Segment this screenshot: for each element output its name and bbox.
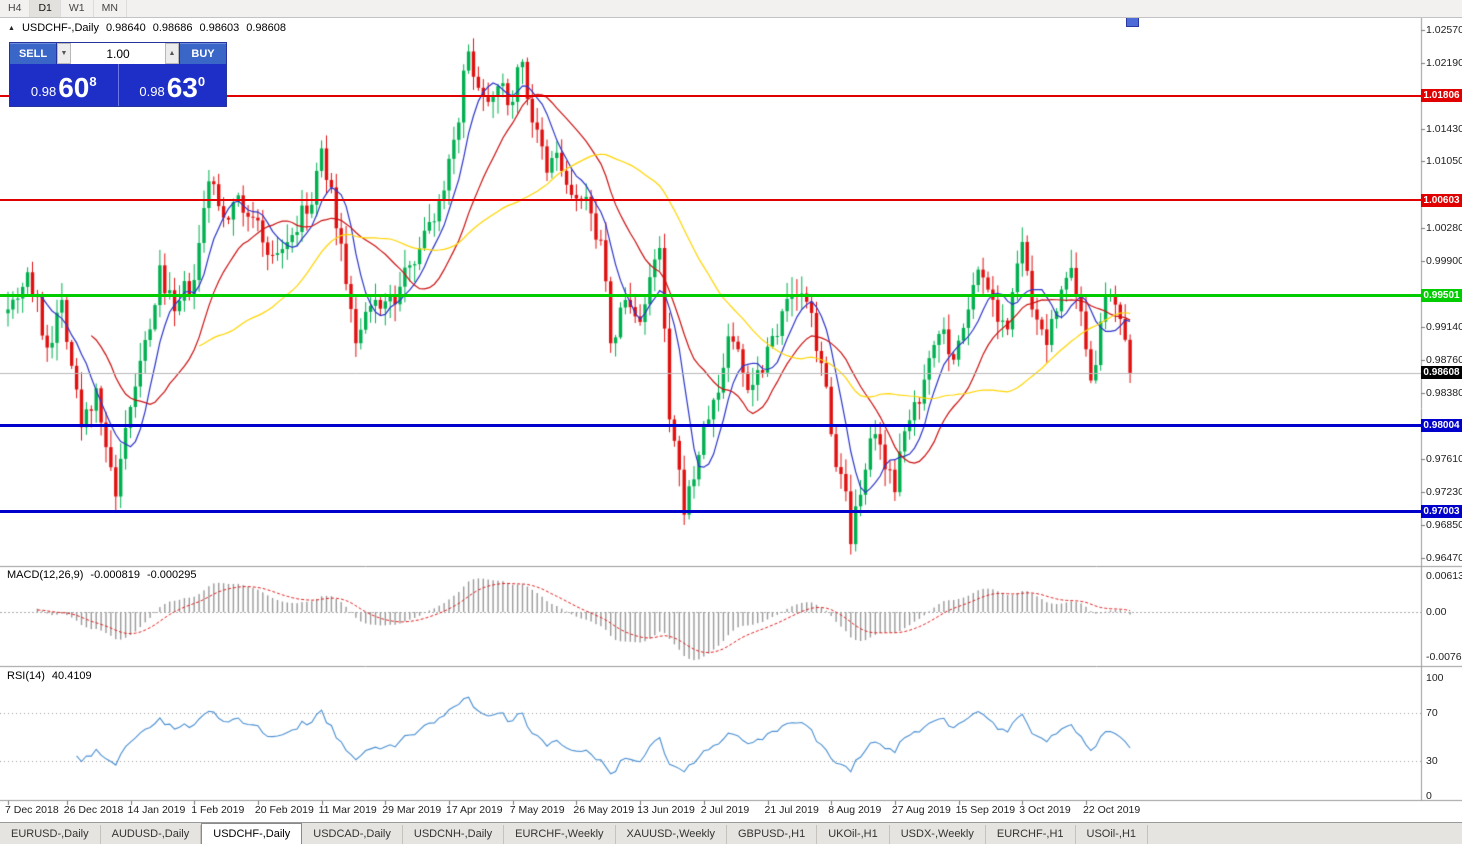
date-axis-label: 26 Dec 2018: [63, 804, 124, 816]
price-axis-label: 0.98760: [1426, 353, 1462, 366]
price-axis-label: 1.02570: [1426, 23, 1462, 36]
rsi-value: 40.4109: [51, 670, 92, 682]
rsi-axis-label: 100: [1426, 672, 1444, 684]
chart-tab[interactable]: GBPUSD-,H1: [727, 825, 818, 844]
price-axis-label: 1.00280: [1426, 222, 1462, 235]
macd-value-main: -0.000819: [90, 569, 140, 581]
date-axis-label: 14 Jan 2019: [127, 804, 186, 816]
price-axis-label: 0.97610: [1426, 453, 1462, 466]
ohlc-low: 0.98603: [199, 22, 240, 34]
chart-tab[interactable]: USDCAD-,Daily: [302, 825, 403, 844]
chart-tab[interactable]: AUDUSD-,Daily: [101, 825, 202, 844]
horizontal-level-line[interactable]: [0, 94, 1421, 97]
price-axis-label: 0.98380: [1426, 386, 1462, 399]
date-axis-label: 13 Jun 2019: [637, 804, 695, 816]
chart-collapse-icon: ▲: [8, 24, 15, 32]
ohlc-open: 0.98640: [105, 22, 146, 34]
date-axis-label: 3 Oct 2019: [1019, 804, 1071, 816]
one-click-trading-widget: SELL ▼ ▲ BUY 0.98 60 8 0.98 63 0: [9, 42, 227, 107]
sell-price-base: 0.98: [30, 84, 57, 99]
date-axis-label: 29 Mar 2019: [382, 804, 442, 816]
chart-tab[interactable]: EURCHF-,Weekly: [504, 825, 616, 844]
chart-tab[interactable]: USDX-,Weekly: [890, 825, 986, 844]
price-axis-label: 0.97230: [1426, 486, 1462, 499]
buy-price-pips: 63: [166, 72, 198, 103]
rsi-axis-label: 30: [1426, 754, 1438, 767]
date-axis-label: 17 Apr 2019: [446, 804, 503, 816]
macd-axis-label: 0.00613: [1426, 569, 1462, 582]
level-price-tag: 0.98004: [1421, 418, 1462, 432]
price-axis-label: 1.01050: [1426, 155, 1462, 168]
level-price-tag: 1.00603: [1421, 193, 1462, 207]
timeframe-mn-button[interactable]: MN: [94, 0, 127, 17]
timeframe-h4-button[interactable]: H4: [0, 0, 31, 17]
rsi-name: RSI(14): [7, 670, 45, 682]
timeframe-w1-button[interactable]: W1: [61, 0, 94, 17]
date-axis-label: 27 Aug 2019: [891, 804, 951, 816]
chart-tab[interactable]: XAUUSD-,Weekly: [616, 825, 727, 844]
chart-tab-bar: EURUSD-,Daily AUDUSD-,Daily USDCHF-,Daily U…: [0, 822, 1462, 844]
date-axis-label: 7 May 2019: [509, 804, 565, 816]
chart-tab[interactable]: USDCHF-,Daily: [201, 823, 303, 844]
chart-title: USDCHF-,Daily: [21, 22, 99, 34]
macd-name: MACD(12,26,9): [7, 569, 84, 581]
chart-title-bar: ▲ USDCHF-,Daily 0.98640 0.98686 0.98603 …: [8, 22, 286, 34]
buy-price-base: 0.98: [139, 84, 165, 99]
buy-button[interactable]: BUY: [180, 43, 226, 64]
horizontal-level-line[interactable]: [0, 199, 1421, 202]
sell-price[interactable]: 0.98 60 8: [10, 64, 119, 106]
ohlc-close: 0.98608: [246, 22, 286, 34]
macd-label: MACD(12,26,9) -0.000819 -0.000295: [7, 569, 197, 581]
date-axis-label: 22 Oct 2019: [1083, 804, 1141, 816]
price-axis-label: 0.96850: [1426, 519, 1462, 532]
date-axis-label: 21 Jul 2019: [764, 804, 819, 816]
macd-axis-label: 0.00: [1426, 606, 1447, 618]
date-axis-label: 8 Aug 2019: [828, 804, 882, 816]
level-price-tag: 0.97003: [1421, 505, 1462, 519]
chart-tab[interactable]: USDCNH-,Daily: [403, 825, 505, 844]
price-axis-label: 1.01430: [1426, 122, 1462, 135]
rsi-label: RSI(14) 40.4109: [7, 670, 92, 682]
price-axis-label: 0.96470: [1426, 551, 1462, 564]
sell-price-point: 8: [89, 74, 97, 89]
ohlc-high: 0.98686: [152, 22, 193, 34]
date-axis-label: 2 Jul 2019: [700, 804, 750, 816]
volume-decrease-button[interactable]: ▼: [57, 43, 71, 64]
volume-control: ▼ ▲: [57, 43, 179, 64]
date-axis-label: 15 Sep 2019: [955, 804, 1016, 816]
rsi-axis-label: 0: [1426, 790, 1432, 802]
level-price-tag: 0.99501: [1421, 289, 1462, 303]
sell-price-pips: 60: [58, 72, 90, 103]
date-axis-label: 11 Mar 2019: [318, 804, 377, 816]
date-axis-label: 7 Dec 2018: [5, 804, 59, 816]
level-price-tag: 1.01806: [1421, 89, 1462, 103]
price-axis-label: 0.99140: [1426, 320, 1462, 333]
volume-increase-button[interactable]: ▲: [165, 43, 179, 64]
rsi-axis-label: 70: [1426, 707, 1438, 720]
macd-axis-label: -0.007612: [1426, 650, 1462, 663]
chart-tab[interactable]: EURUSD-,Daily: [0, 825, 101, 844]
volume-input[interactable]: [71, 43, 165, 64]
horizontal-level-line[interactable]: [0, 510, 1421, 514]
current-price-tag: 0.98608: [1421, 366, 1462, 380]
macd-value-signal: -0.000295: [146, 569, 197, 581]
date-axis-label: 20 Feb 2019: [254, 804, 314, 816]
timeframe-d1-button[interactable]: D1: [30, 0, 61, 17]
sell-button[interactable]: SELL: [10, 43, 56, 64]
timeframe-toolbar: H4 D1 W1 MN: [0, 0, 1462, 18]
chart-tab[interactable]: EURCHF-,H1: [986, 825, 1076, 844]
chart-tab[interactable]: USOil-,H1: [1076, 825, 1149, 844]
horizontal-level-line[interactable]: [0, 294, 1421, 298]
buy-price-point: 0: [197, 74, 206, 89]
date-axis-label: 1 Feb 2019: [191, 804, 245, 816]
price-axis-label: 1.02190: [1426, 56, 1462, 69]
chart-tab[interactable]: UKOil-,H1: [817, 825, 890, 844]
date-axis-label: 26 May 2019: [573, 804, 635, 816]
buy-price[interactable]: 0.98 63 0: [119, 64, 227, 106]
price-axis-label: 0.99900: [1426, 254, 1462, 267]
horizontal-level-line[interactable]: [0, 423, 1421, 427]
